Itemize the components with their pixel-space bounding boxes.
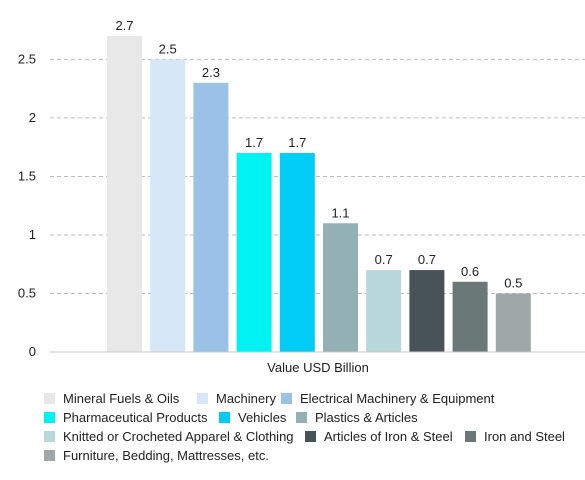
x-axis-title: Value USD Billion — [267, 360, 369, 375]
legend-swatch — [296, 412, 307, 423]
legend-label: Electrical Machinery & Equipment — [300, 391, 495, 406]
legend-swatch — [305, 431, 316, 442]
legend-swatch — [281, 393, 292, 404]
y-tick-label: 1.5 — [18, 168, 36, 183]
bars — [107, 36, 531, 352]
legend-label: Plastics & Articles — [315, 410, 418, 425]
y-tick-label: 1 — [29, 227, 36, 242]
bar[interactable] — [236, 153, 272, 352]
bar-data-label: 0.6 — [461, 264, 479, 279]
bar-data-label: 0.5 — [504, 275, 522, 290]
data-labels: 2.7 2.5 2.3 1.7 1.7 1.1 0.7 0.7 0.6 0.5 — [115, 18, 522, 290]
bar-data-label: 0.7 — [375, 252, 393, 267]
bar-data-label: 2.3 — [202, 65, 220, 80]
legend-item[interactable]: Pharmaceutical Products — [44, 410, 208, 425]
y-tick-label: 0.5 — [18, 285, 36, 300]
legend-label: Vehicles — [238, 410, 287, 425]
bar-data-label: 2.5 — [159, 41, 177, 56]
bar-data-label: 1.1 — [331, 205, 349, 220]
bar[interactable] — [150, 59, 186, 352]
bar-data-label: 0.7 — [418, 252, 436, 267]
legend-swatch — [197, 393, 208, 404]
legend-label: Machinery — [216, 391, 276, 406]
legend-item[interactable]: Iron and Steel — [465, 429, 565, 444]
legend-label: Knitted or Crocheted Apparel & Clothing — [63, 429, 294, 444]
legend-label: Mineral Fuels & Oils — [63, 391, 180, 406]
legend-swatch — [465, 431, 476, 442]
legend: Mineral Fuels & Oils Machinery Electrical … — [44, 391, 565, 463]
bar-data-label: 1.7 — [245, 135, 263, 150]
bar[interactable] — [452, 281, 488, 352]
legend-swatch — [44, 431, 55, 442]
bar[interactable] — [409, 270, 445, 352]
legend-swatch — [44, 393, 55, 404]
bar[interactable] — [323, 223, 358, 352]
bar-data-label: 1.7 — [288, 135, 306, 150]
y-tick-label: 0 — [29, 344, 36, 359]
bar[interactable] — [495, 293, 531, 352]
bar-data-label: 2.7 — [115, 18, 133, 33]
legend-swatch — [219, 412, 230, 423]
bar[interactable] — [279, 153, 315, 352]
bar[interactable] — [193, 82, 229, 352]
bar[interactable] — [107, 36, 142, 352]
legend-label: Pharmaceutical Products — [63, 410, 208, 425]
legend-item[interactable]: Vehicles — [219, 410, 287, 425]
legend-swatch — [44, 412, 55, 423]
y-tick-label: 2.5 — [18, 51, 36, 66]
y-axis-ticks: 0 0.5 1 1.5 2 2.5 — [18, 51, 36, 359]
legend-item[interactable]: Knitted or Crocheted Apparel & Clothing — [44, 429, 294, 444]
legend-item[interactable]: Articles of Iron & Steel — [305, 429, 453, 444]
legend-label: Furniture, Bedding, Mattresses, etc. — [63, 448, 269, 463]
legend-label: Articles of Iron & Steel — [324, 429, 453, 444]
legend-label: Iron and Steel — [484, 429, 565, 444]
grid-lines — [50, 58, 585, 294]
bar[interactable] — [366, 270, 402, 352]
legend-item[interactable]: Electrical Machinery & Equipment — [281, 391, 495, 406]
legend-item[interactable]: Plastics & Articles — [296, 410, 418, 425]
legend-item[interactable]: Mineral Fuels & Oils — [44, 391, 180, 406]
legend-swatch — [44, 450, 55, 461]
legend-item[interactable]: Furniture, Bedding, Mattresses, etc. — [44, 448, 269, 463]
legend-item[interactable]: Machinery — [197, 391, 276, 406]
y-tick-label: 2 — [29, 110, 36, 125]
